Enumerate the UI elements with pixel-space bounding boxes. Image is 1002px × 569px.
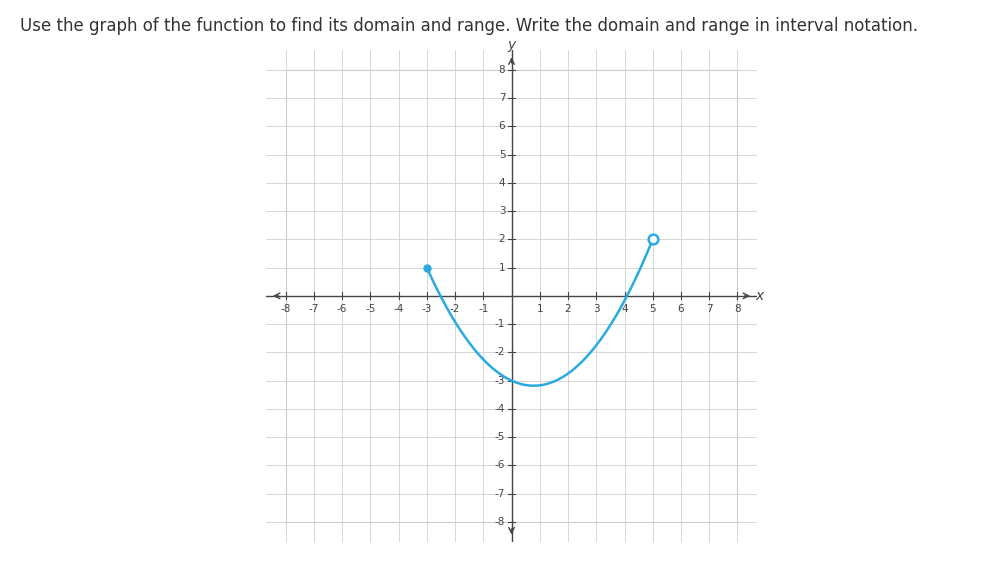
Text: 4: 4 [498, 178, 505, 188]
Text: 3: 3 [592, 304, 599, 314]
Text: x: x [755, 289, 763, 303]
Text: 2: 2 [498, 234, 505, 245]
Text: 2: 2 [564, 304, 571, 314]
Text: -4: -4 [393, 304, 404, 314]
Text: -4: -4 [494, 404, 505, 414]
Text: -3: -3 [494, 376, 505, 386]
Text: -3: -3 [421, 304, 432, 314]
Text: -1: -1 [494, 319, 505, 329]
Text: -5: -5 [494, 432, 505, 442]
Text: -5: -5 [365, 304, 375, 314]
Text: 5: 5 [649, 304, 655, 314]
Text: 8: 8 [498, 65, 505, 75]
Text: -2: -2 [450, 304, 460, 314]
Text: -7: -7 [309, 304, 319, 314]
Text: 6: 6 [677, 304, 683, 314]
Text: -6: -6 [337, 304, 347, 314]
Text: 3: 3 [498, 206, 505, 216]
Text: 5: 5 [498, 150, 505, 160]
Text: -8: -8 [494, 517, 505, 527]
Text: 6: 6 [498, 121, 505, 131]
Text: Use the graph of the function to find its domain and range. Write the domain and: Use the graph of the function to find it… [20, 17, 917, 35]
Text: -8: -8 [281, 304, 291, 314]
Text: 4: 4 [620, 304, 627, 314]
Text: -1: -1 [478, 304, 488, 314]
Text: 7: 7 [705, 304, 711, 314]
Text: -6: -6 [494, 460, 505, 471]
Text: 1: 1 [536, 304, 542, 314]
Text: 1: 1 [498, 263, 505, 273]
Text: 7: 7 [498, 93, 505, 103]
Text: -2: -2 [494, 347, 505, 357]
Text: -7: -7 [494, 489, 505, 498]
Text: 8: 8 [733, 304, 740, 314]
Text: y: y [507, 38, 515, 52]
